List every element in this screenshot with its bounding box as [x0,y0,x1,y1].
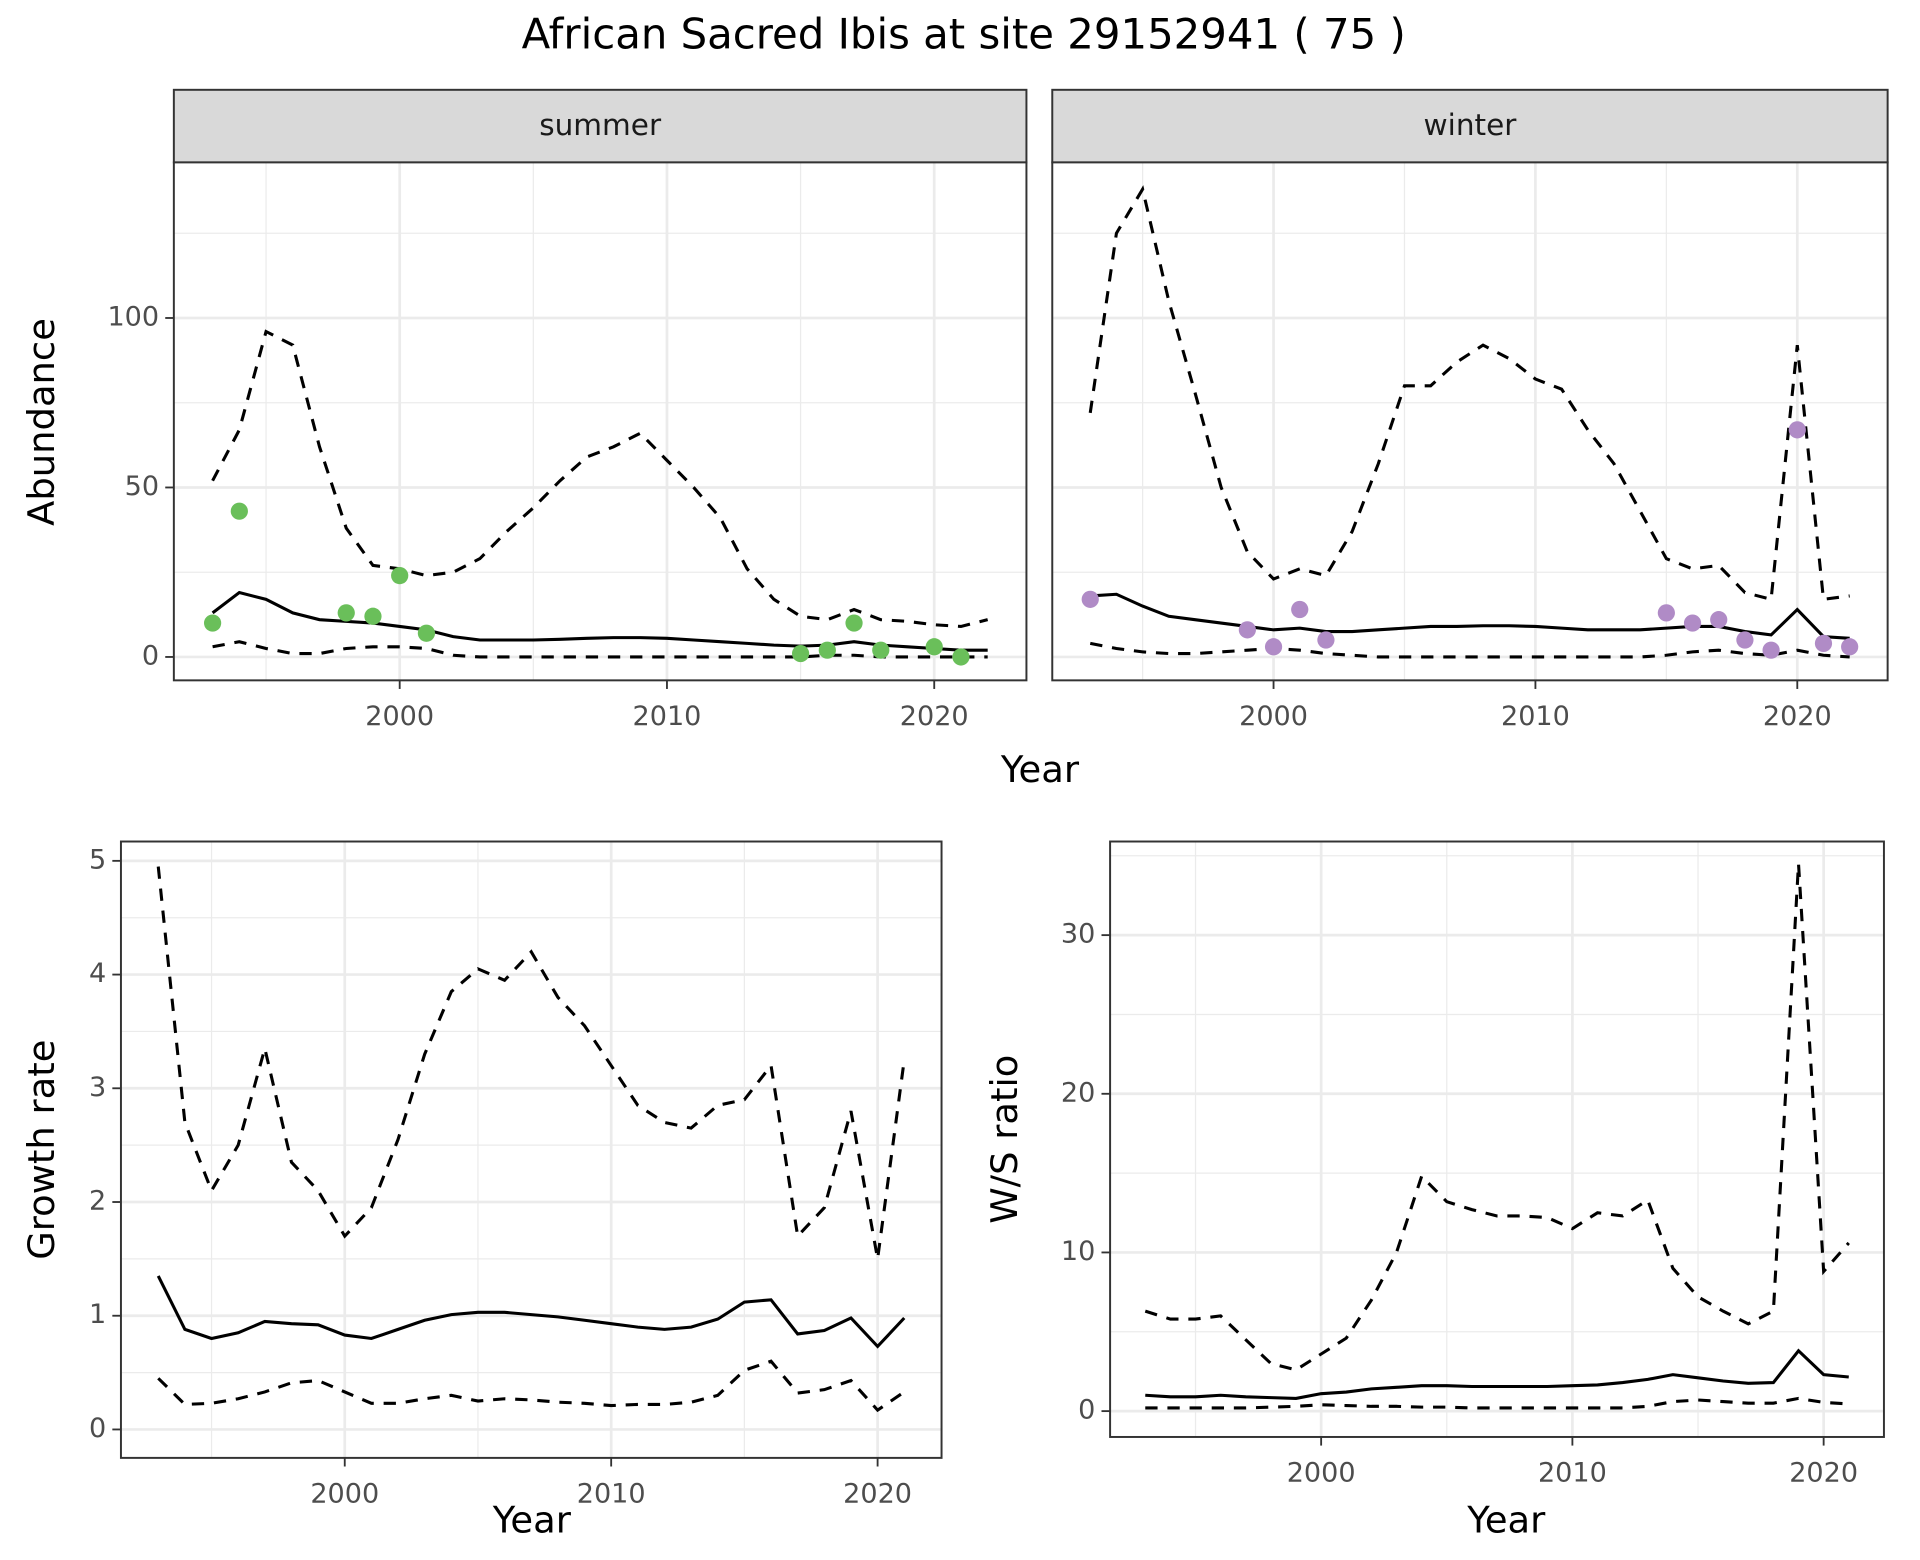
dashed-line [1088,185,1850,602]
x-tick-label: 2000 [365,701,434,732]
panel-background [120,841,942,1458]
data-point [391,566,409,585]
data-point [1683,614,1702,632]
x-axis-title: Year [1466,1498,1546,1541]
x-tick-label: 2020 [1763,701,1832,732]
x-tick-label: 2020 [1789,1457,1858,1488]
solid-line [1145,1348,1849,1400]
solid-line [211,590,988,652]
strip [172,88,1028,164]
data-point [1736,631,1754,649]
dashed-line [212,640,988,659]
data-point [364,607,382,625]
y-tick-label: 100 [107,301,159,332]
strip-label: summer [539,108,662,142]
dashed-line [156,866,906,1260]
panel-border [1051,161,1889,682]
y-tick-label: 50 [125,471,159,502]
x-axis-title: Year [1000,748,1080,791]
strip-label: winter [1423,108,1517,142]
dashed-line [1144,863,1850,1372]
data-point [845,614,863,632]
data-point [1788,421,1806,439]
data-point [230,502,248,520]
data-point [925,638,943,656]
panel-border [119,840,943,1459]
x-tick-label: 2010 [633,701,702,732]
data-point [337,604,355,622]
x-axis-title: Year [492,1498,572,1541]
y-tick-label: 0 [89,1413,106,1444]
dashed-line [211,329,989,628]
data-point [1238,621,1256,639]
y-tick-label: 5 [89,844,106,875]
data-point [1657,604,1675,622]
y-tick-label: 1 [89,1299,106,1330]
y-tick-label: 10 [1061,1236,1095,1267]
x-tick-label: 2000 [1287,1457,1356,1488]
y-tick-label: 20 [1061,1077,1095,1108]
data-point [1081,590,1099,608]
y-tick-label: 4 [89,958,106,989]
y-tick-label: 3 [89,1072,106,1103]
data-point [791,644,810,663]
data-point [417,624,436,642]
x-tick-label: 2000 [310,1478,379,1509]
data-point [1710,611,1728,629]
data-point [1762,641,1780,659]
x-tick-label: 2000 [1239,701,1308,732]
y-tick-label: 30 [1061,919,1095,950]
y-tick-label: 0 [1078,1395,1095,1426]
data-point [203,614,222,632]
chart-title: African Sacred Ibis at site 29152941 ( 7… [522,9,1406,58]
x-tick-label: 2020 [843,1478,912,1509]
y-axis-title: Abundance [20,318,63,526]
data-point [1291,600,1309,619]
panel-background [1052,162,1888,681]
x-tick-label: 2020 [900,701,969,732]
data-point [818,641,836,659]
dashed-line [1145,1396,1849,1410]
y-tick-label: 0 [142,640,159,671]
data-point [1317,631,1335,649]
data-point [952,648,970,666]
data-point [1264,638,1283,656]
data-point [1814,634,1833,653]
data-point [872,641,890,659]
y-axis-title: W/S ratio [983,1055,1026,1224]
panel-background [173,162,1027,681]
x-tick-label: 2010 [1538,1457,1607,1488]
dashed-line [157,1359,906,1413]
strip [1051,88,1889,164]
y-axis-title: Growth rate [20,1040,63,1260]
solid-line [1090,592,1850,640]
solid-line [156,1275,906,1349]
x-tick-label: 2010 [577,1478,646,1509]
data-point [1841,638,1859,656]
panel-background [1110,841,1884,1437]
y-tick-label: 2 [89,1186,106,1217]
panel-border [1109,840,1885,1438]
dashed-line [1089,641,1850,659]
x-tick-label: 2010 [1501,701,1570,732]
panel-border [172,161,1028,682]
